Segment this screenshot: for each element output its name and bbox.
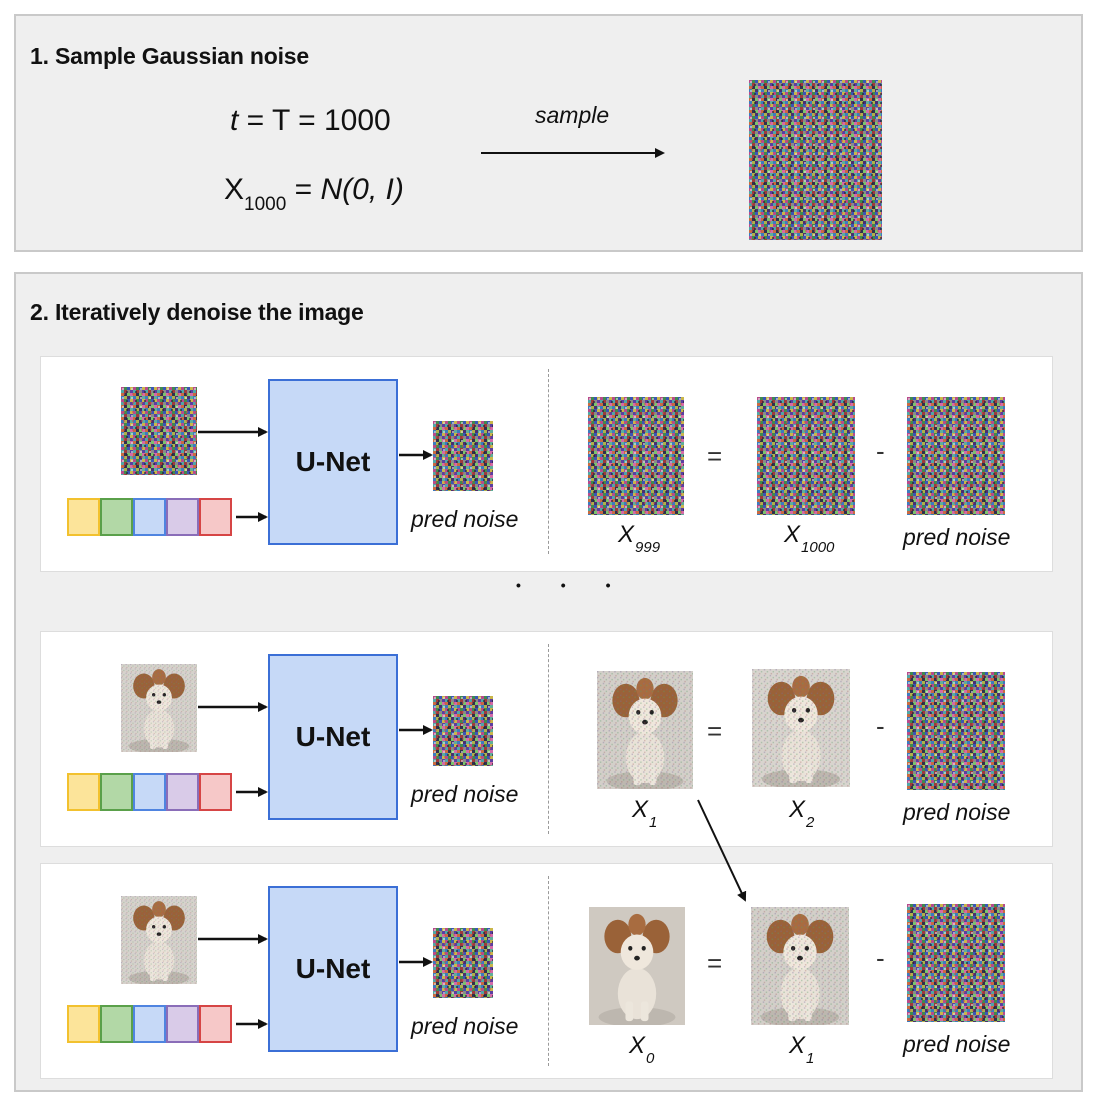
embedding-token <box>199 498 232 536</box>
row-divider <box>548 369 549 554</box>
noisy-dog-input-image <box>121 664 197 752</box>
x1-image <box>751 907 849 1025</box>
x1-image <box>597 671 693 789</box>
x1000-equation: X1000 = N(0, I) <box>224 173 404 215</box>
lhs-var: X <box>618 521 635 548</box>
embedding-token <box>166 773 199 811</box>
ellipsis: • • • <box>516 577 629 593</box>
mid-var: X <box>789 796 806 823</box>
mid-sub: 1 <box>806 1050 815 1067</box>
equals-sign: = <box>707 716 723 746</box>
t-equation-rest: = T = 1000 <box>238 104 391 137</box>
mid-var: X <box>789 1032 806 1059</box>
embedding-token <box>133 1005 166 1043</box>
pred-noise-rhs-image <box>907 672 1005 790</box>
embedding-token <box>67 1005 100 1043</box>
section-title: 1. Sample Gaussian noise <box>30 43 309 69</box>
mid-sub: 2 <box>806 814 815 831</box>
rhs-pred-noise-label: pred noise <box>903 524 1011 550</box>
unet-label: U-Net <box>295 721 371 752</box>
minus-sign: - <box>876 436 885 466</box>
denoise-row <box>40 863 1053 1079</box>
x1000-image <box>757 397 855 515</box>
minus-sign: - <box>876 711 885 741</box>
sample-arrow-label: sample <box>535 102 610 128</box>
pred-noise-label: pred noise <box>411 1013 519 1039</box>
lhs-sub: 0 <box>646 1050 655 1067</box>
timestep-embedding <box>67 773 232 811</box>
minus-sign: - <box>876 943 885 973</box>
t-variable: t <box>230 104 239 137</box>
lhs-var: X <box>632 796 649 823</box>
x2-image <box>752 669 850 787</box>
embedding-token <box>166 1005 199 1043</box>
embedding-token <box>100 498 133 536</box>
embedding-token <box>67 498 100 536</box>
timestep-embedding <box>67 1005 232 1043</box>
rhs-pred-noise-label: pred noise <box>903 1031 1011 1057</box>
embedding-token <box>100 773 133 811</box>
sample-noise-panel: 1. Sample Gaussian noise t = T = 1000 X1… <box>14 14 1083 252</box>
x-subscript: 1000 <box>244 194 287 215</box>
lhs-variable-label: X999 <box>618 521 660 556</box>
timestep-equation: t = T = 1000 <box>230 104 391 138</box>
unet-label: U-Net <box>295 953 371 984</box>
gaussian-noise-image <box>749 80 882 240</box>
embedding-token <box>199 1005 232 1043</box>
pred-noise-label: pred noise <box>411 781 519 807</box>
embedding-token <box>133 498 166 536</box>
lhs-sub: 999 <box>635 539 661 556</box>
pred-noise-rhs-image <box>907 397 1005 515</box>
noisy-input-image <box>121 387 197 475</box>
embedding-token <box>100 1005 133 1043</box>
x-variable: X <box>224 173 245 206</box>
x0-image <box>589 907 685 1025</box>
embedding-token <box>199 773 232 811</box>
noisy-dog-input-image <box>121 896 197 984</box>
rhs-pred-noise-label: pred noise <box>903 799 1011 825</box>
unet-block: U-Net <box>268 654 398 820</box>
embedding-token <box>166 498 199 536</box>
predicted-noise-image <box>433 421 493 491</box>
predicted-noise-image <box>433 696 493 766</box>
denoise-row <box>40 356 1053 572</box>
mid-var: X <box>784 521 801 548</box>
equals-sign: = <box>707 441 723 471</box>
unet-label: U-Net <box>295 446 371 477</box>
pred-noise-label: pred noise <box>411 506 519 532</box>
unet-block: U-Net <box>268 379 398 545</box>
normal-distribution: N(0, I) <box>320 173 404 206</box>
mid-variable-label: X1 <box>789 1032 814 1067</box>
predicted-noise-image <box>433 928 493 998</box>
denoise-row <box>40 631 1053 847</box>
timestep-embedding <box>67 498 232 536</box>
row-divider <box>548 644 549 834</box>
lhs-variable-label: X1 <box>632 796 657 831</box>
section-title: 2. Iteratively denoise the image <box>30 299 364 325</box>
equals-sign: = <box>707 948 723 978</box>
mid-variable-label: X1000 <box>784 521 834 556</box>
mid-sub: 1000 <box>801 539 835 556</box>
x999-image <box>588 397 684 515</box>
unet-block: U-Net <box>268 886 398 1052</box>
lhs-var: X <box>629 1032 646 1059</box>
lhs-variable-label: X0 <box>629 1032 654 1067</box>
pred-noise-rhs-image <box>907 904 1005 1022</box>
lhs-sub: 1 <box>649 814 658 831</box>
embedding-token <box>67 773 100 811</box>
row-divider <box>548 876 549 1066</box>
mid-variable-label: X2 <box>789 796 814 831</box>
embedding-token <box>133 773 166 811</box>
x-equals: = <box>286 173 321 206</box>
